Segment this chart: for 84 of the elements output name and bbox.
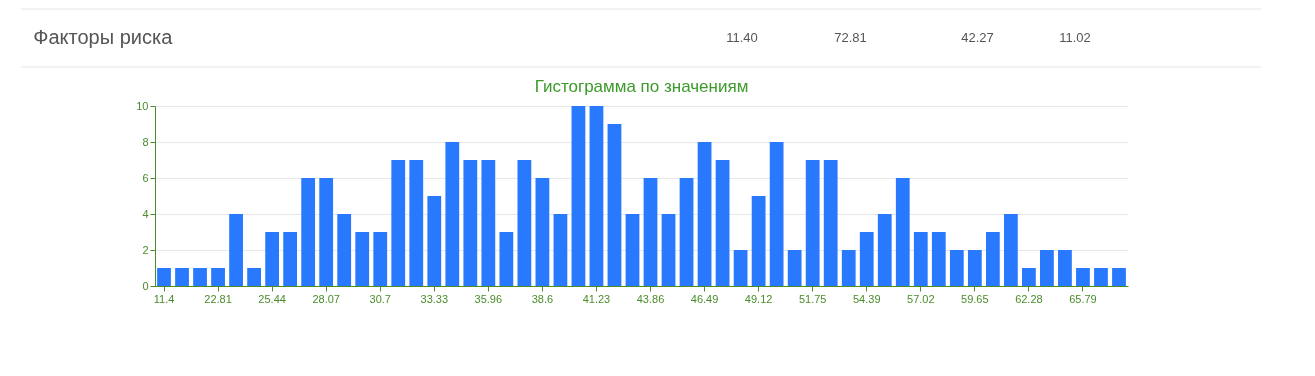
- bar: [1022, 268, 1036, 286]
- text: Факторы риска: [33, 26, 174, 48]
- bar: [481, 160, 496, 286]
- bar: [715, 160, 730, 286]
- bar: [679, 178, 694, 286]
- x-tick-label: 46.49: [690, 292, 719, 305]
- x-tick-label: 25.44: [258, 292, 286, 305]
- bar: [373, 232, 388, 286]
- bar: [985, 232, 1000, 286]
- x-tick-label: 30.7: [369, 292, 391, 305]
- x-tick-label: 35.96: [474, 292, 503, 305]
- bar: [1058, 250, 1072, 286]
- bar: [211, 268, 225, 286]
- bar: [445, 142, 460, 286]
- bar: [841, 250, 856, 286]
- bar: [319, 178, 334, 286]
- bar: [607, 124, 622, 286]
- x-tick-label: 65.79: [1069, 292, 1097, 305]
- bar: [571, 106, 586, 286]
- bar: [247, 268, 261, 286]
- chart-title: Гистограмма по значениям: [534, 77, 749, 96]
- bar: [265, 232, 280, 286]
- bar: [787, 250, 802, 286]
- bar: [193, 268, 207, 286]
- bar: [499, 232, 514, 286]
- bar: [859, 232, 874, 286]
- y-tick-label: 8: [142, 135, 149, 148]
- y-tick-label: 0: [142, 279, 149, 292]
- text: 72.81: [834, 30, 867, 45]
- bar: [913, 232, 928, 286]
- bar: [751, 196, 766, 286]
- bar: [967, 250, 982, 286]
- bar: [301, 178, 316, 286]
- bar: [643, 178, 658, 286]
- bar: [1076, 268, 1090, 286]
- x-tick-label: 28.07: [312, 292, 340, 305]
- x-tick-label: 41.23: [582, 292, 611, 305]
- text: 11.02: [1059, 30, 1091, 45]
- bar: [535, 178, 550, 286]
- text: 42.27: [961, 30, 994, 45]
- x-tick-label: 33.33: [420, 292, 449, 305]
- bar: [1003, 214, 1018, 286]
- x-tick-label: 62.28: [1015, 292, 1043, 305]
- x-tick-label: 57.02: [907, 292, 935, 305]
- bar: [877, 214, 892, 286]
- bar: [229, 214, 243, 286]
- y-tick-label: 2: [142, 243, 149, 256]
- bar: [661, 214, 676, 286]
- y-tick-label: 4: [142, 207, 149, 220]
- bar: [823, 160, 838, 286]
- bar: [337, 214, 352, 286]
- x-tick-label: 38.6: [531, 292, 554, 305]
- bar: [391, 160, 406, 286]
- x-tick-label: 22.81: [204, 292, 232, 305]
- bar: [769, 142, 784, 286]
- bar: [1094, 268, 1108, 286]
- bar: [157, 268, 171, 286]
- bar: [553, 214, 568, 286]
- x-tick-label: 11.4: [153, 292, 175, 305]
- bar: [895, 178, 910, 286]
- bar: [931, 232, 946, 286]
- bar: [517, 160, 532, 286]
- bar: [175, 268, 189, 286]
- x-tick-label: 49.12: [744, 292, 773, 305]
- x-tick-label: 54.39: [852, 292, 881, 305]
- bar: [733, 250, 748, 286]
- y-tick-label: 10: [136, 99, 149, 112]
- x-tick-label: 59.65: [961, 292, 989, 305]
- bar: [463, 160, 478, 286]
- bar: [355, 232, 370, 286]
- bar: [409, 160, 424, 286]
- bar: [427, 196, 442, 286]
- x-tick-label: 43.86: [636, 292, 665, 305]
- bar: [1040, 250, 1054, 286]
- bar: [697, 142, 712, 286]
- bar: [589, 106, 604, 286]
- y-tick-label: 6: [142, 171, 149, 184]
- x-tick-label: 51.75: [798, 292, 827, 305]
- bar: [283, 232, 298, 286]
- bar: [1112, 268, 1126, 286]
- bar: [625, 214, 640, 286]
- text: 11.40: [726, 30, 758, 45]
- bar: [949, 250, 964, 286]
- bar: [805, 160, 820, 286]
